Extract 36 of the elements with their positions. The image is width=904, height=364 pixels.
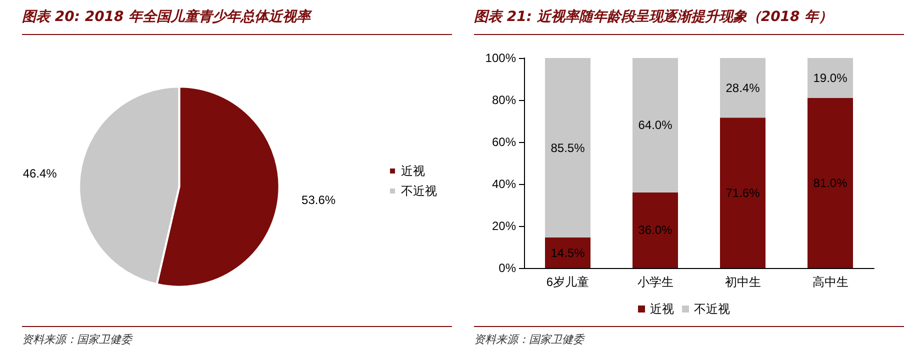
y-tick-label: 40%: [492, 177, 516, 191]
bar: [545, 238, 590, 268]
y-tick-label: 80%: [492, 93, 516, 107]
text: 资料来源：国家卫健委: [474, 332, 584, 347]
legend-label: 不近视: [694, 302, 730, 316]
data-label: 81.0%: [813, 176, 848, 190]
y-tick-label: 100%: [485, 51, 516, 65]
bar: [808, 58, 853, 98]
text: 资料来源：国家卫健委: [22, 332, 132, 347]
bar: [720, 118, 766, 268]
data-label: 19.0%: [813, 70, 848, 85]
y-tick-label: 0%: [498, 261, 516, 275]
y-tick-label: 60%: [492, 135, 516, 149]
data-label: 46.4%: [22, 166, 58, 180]
x-tick-label: 6岁儿童: [546, 275, 590, 289]
x-tick-label: 小学生: [637, 275, 674, 289]
data-label: 36.0%: [638, 223, 673, 238]
legend-label: 近视: [401, 164, 425, 178]
bar: [632, 58, 678, 192]
bar: [808, 98, 853, 268]
y-tick-label: 20%: [492, 219, 516, 233]
data-label: 71.6%: [726, 186, 760, 200]
data-label: 28.4%: [726, 80, 760, 95]
data-label: 64.0%: [638, 118, 673, 132]
data-label: 14.5%: [550, 246, 586, 260]
x-tick-label: 初中生: [724, 275, 761, 289]
bar: [632, 192, 678, 268]
legend-label: 不近视: [401, 184, 437, 198]
chart-title: 图表 21: 近视率随年龄段呈现逐渐提升现象（2018 年）: [474, 8, 834, 26]
bar: [545, 58, 590, 238]
data-label: 85.5%: [550, 140, 586, 155]
legend-label: 近视: [650, 302, 674, 316]
data-label: 53.6%: [302, 193, 336, 208]
bar: [720, 58, 766, 118]
x-tick-label: 高中生: [812, 275, 848, 289]
chart-title: 图表 20: 2018 年全国儿童青少年总体近视率: [22, 8, 314, 26]
